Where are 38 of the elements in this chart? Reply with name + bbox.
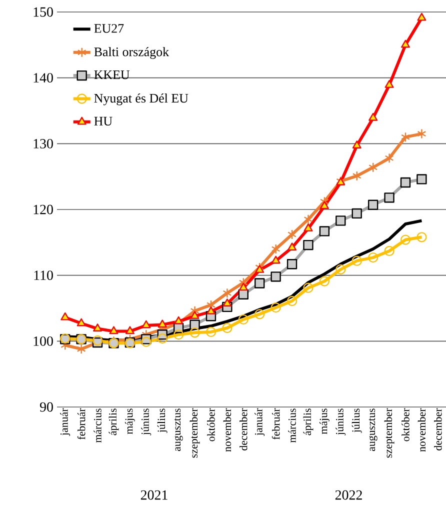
y-tick-label: 150 [34,7,53,17]
x-tick-label: szeptember [384,408,394,458]
y-tick-label: 130 [34,138,53,148]
y-tick-label: 90 [40,402,53,412]
x-tick-label: január [60,408,70,436]
x-tick-label: május [124,408,135,434]
x-tick-label: június [336,408,346,436]
x-tick-label: március [94,408,102,443]
y-tick-label: 110 [34,270,53,280]
y-tick-label: 140 [34,73,53,83]
legend-label: Nyugat és Dél EU [94,93,188,106]
text: 2022 [335,490,362,500]
x-tick-label: június [141,408,152,436]
x-tick-label: november [223,408,232,452]
y-tick-label: 120 [34,204,53,214]
x-tick-label: július [352,408,362,433]
x-tick-label: augusztus [368,408,378,452]
x-tick-label: december [434,408,442,450]
x-tick-label: április [108,408,119,436]
legend-label: Balti országok [94,47,170,59]
legend-label: KKEU [94,70,130,80]
x-tick-label: január [254,408,265,436]
x-tick-label: október [207,408,215,442]
x-tick-label: szeptember [190,408,200,458]
legend-label: EU27 [94,24,124,33]
x-tick-label: április [303,408,314,436]
legend-label: HU [94,116,112,126]
x-tick-label: november [418,408,426,452]
x-tick-label: augusztus [174,408,183,452]
x-tick-label: február [77,408,86,440]
x-tick-label: december [240,408,248,450]
x-tick-label: május [319,408,330,434]
x-tick-label: július [157,408,168,433]
x-tick-label: március [288,408,296,443]
x-tick-label: február [272,408,280,440]
text: 2021 [140,490,168,500]
y-tick-label: 100 [34,336,53,346]
x-tick-label: október [402,408,410,442]
